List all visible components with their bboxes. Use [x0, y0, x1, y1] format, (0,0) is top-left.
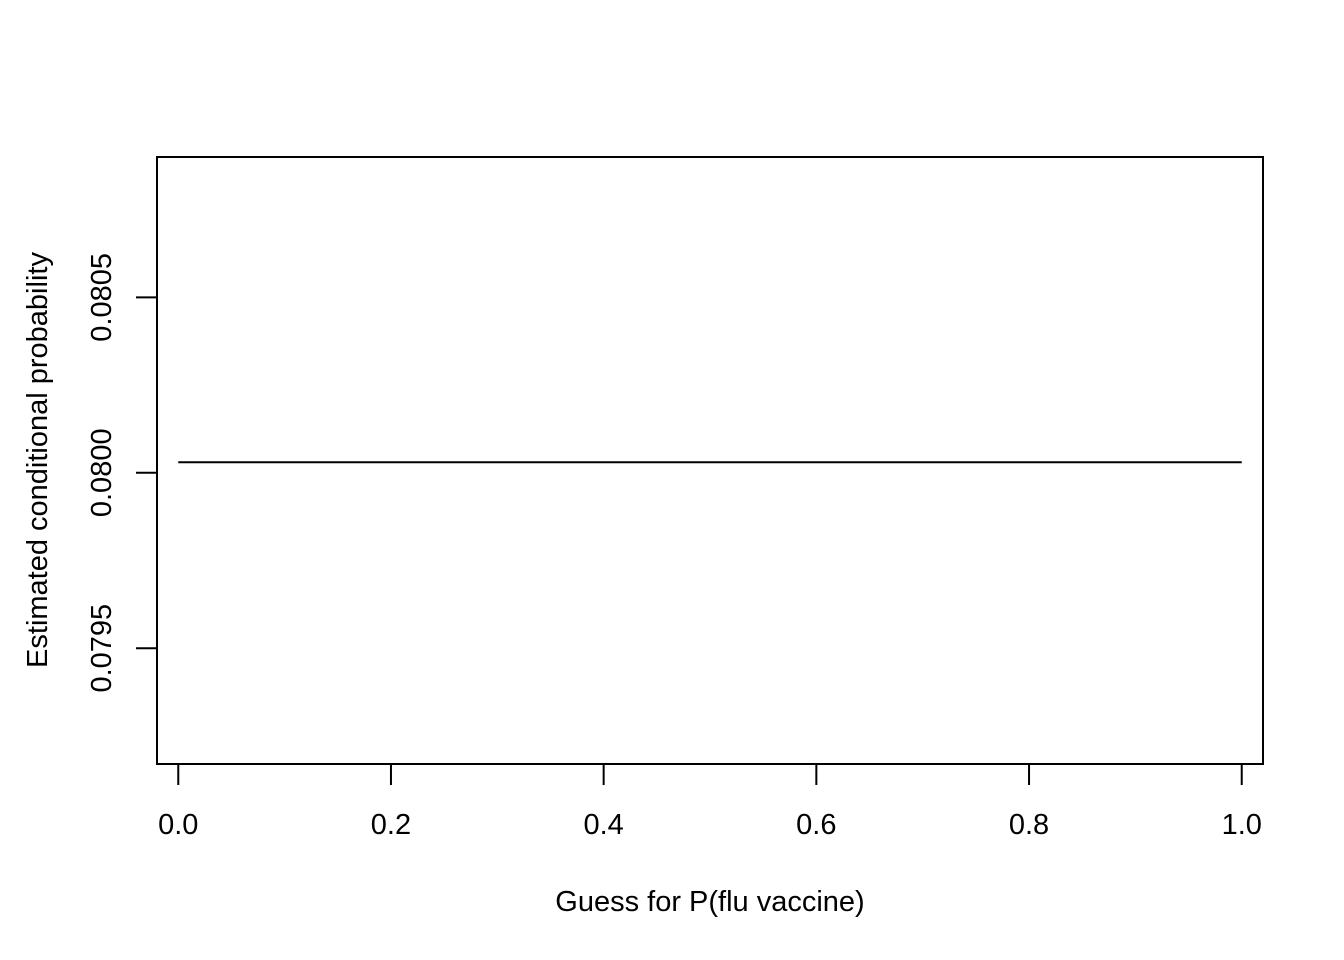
x-tick-label: 0.4 — [583, 809, 623, 841]
x-axis-title: Guess for P(flu vaccine) — [555, 886, 864, 918]
x-tick-label: 0.0 — [158, 809, 198, 841]
y-axis-title: Estimated conditional probability — [22, 252, 54, 668]
x-tick-label: 0.6 — [796, 809, 836, 841]
x-axis: 0.0 0.2 0.4 0.6 0.8 1.0 — [158, 763, 1262, 841]
y-tick-label: 0.0795 — [86, 604, 118, 693]
x-tick-label: 1.0 — [1222, 809, 1262, 841]
y-axis: 0.0795 0.0800 0.0805 — [86, 253, 158, 693]
x-tick-label: 0.2 — [371, 809, 411, 841]
x-tick-label: 0.8 — [1009, 809, 1049, 841]
y-tick-label: 0.0800 — [86, 428, 118, 517]
y-tick-label: 0.0805 — [86, 253, 118, 342]
